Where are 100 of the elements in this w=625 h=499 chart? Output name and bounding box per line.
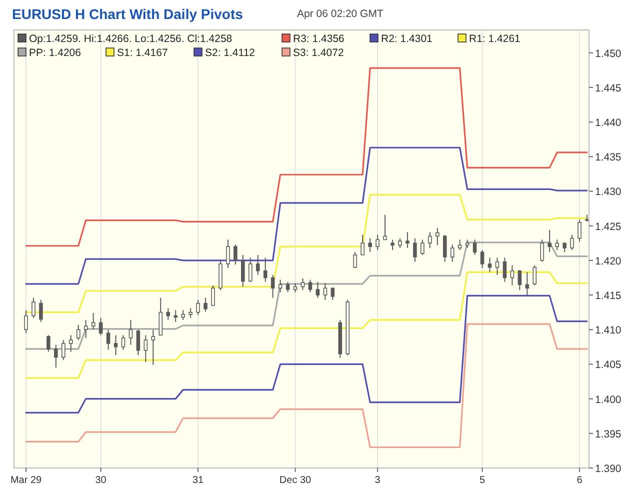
candlestick xyxy=(106,329,110,350)
legend-label: S3: 1.4072 xyxy=(293,47,344,59)
y-tick-label: 1.445 xyxy=(595,82,622,94)
x-tick-label: 3 xyxy=(374,475,381,486)
candlestick xyxy=(376,234,380,251)
chart-subtitle: Apr 06 02:20 GMT xyxy=(297,8,384,20)
candlestick xyxy=(578,219,582,242)
y-tick-label: 1.415 xyxy=(595,290,622,302)
candlestick xyxy=(241,254,245,288)
candlestick xyxy=(532,264,537,286)
y-tick-label: 1.450 xyxy=(595,48,622,60)
candlestick xyxy=(458,239,462,251)
candlestick xyxy=(62,339,66,361)
candlestick xyxy=(151,329,156,366)
candlestick xyxy=(174,310,178,322)
candlestick xyxy=(442,234,447,262)
candlestick xyxy=(234,244,238,266)
x-tick-label: 5 xyxy=(480,475,486,486)
candlestick xyxy=(480,250,484,269)
candlestick xyxy=(54,344,58,368)
candlestick xyxy=(540,239,544,262)
legend-label: R1: 1.4261 xyxy=(469,33,521,45)
candlestick xyxy=(548,229,552,253)
candlestick xyxy=(166,308,170,320)
line-series xyxy=(25,146,588,285)
x-tick-label: 31 xyxy=(192,475,204,486)
line-series xyxy=(25,67,588,247)
candlestick xyxy=(488,257,492,273)
candlestick xyxy=(98,317,103,336)
candlestick xyxy=(570,234,574,251)
candlestick xyxy=(525,272,530,296)
y-tick-label: 1.425 xyxy=(595,220,622,233)
candlestick xyxy=(510,264,514,286)
candlestick xyxy=(68,334,73,352)
y-tick-label: 1.410 xyxy=(595,324,622,337)
legend-label: PP: 1.4206 xyxy=(29,47,82,59)
candlestick xyxy=(32,297,36,318)
candlestick xyxy=(263,257,268,282)
candlestick xyxy=(256,254,260,276)
candlestick xyxy=(91,312,96,330)
candlestick xyxy=(46,334,50,352)
y-tick-label: 1.420 xyxy=(595,255,622,268)
y-tick-label: 1.405 xyxy=(595,359,622,372)
candlestick xyxy=(196,299,200,316)
candlestick xyxy=(226,239,230,269)
candlestick xyxy=(114,334,118,356)
y-tick-label: 1.435 xyxy=(595,152,622,164)
candlestick xyxy=(330,288,335,300)
legend-label: S2: 1.4112 xyxy=(205,47,256,59)
y-tick-label: 1.400 xyxy=(595,394,622,406)
x-tick-label: 30 xyxy=(95,475,107,486)
y-tick-label: 1.440 xyxy=(595,117,622,130)
candlestick xyxy=(360,234,364,256)
candlestick xyxy=(398,238,402,248)
line-series xyxy=(25,294,588,414)
y-tick-label: 1.395 xyxy=(595,428,622,440)
x-tick-label: 6 xyxy=(576,475,583,486)
candlestick xyxy=(518,270,522,291)
candlestick xyxy=(158,297,163,336)
candlestick xyxy=(323,282,328,300)
candlestick xyxy=(308,279,312,293)
candlestick xyxy=(270,274,275,298)
legend-label: R2: 1.4301 xyxy=(381,33,433,45)
candlestick xyxy=(300,278,305,291)
candlestick xyxy=(84,319,88,338)
candlestick xyxy=(128,319,133,346)
x-tick-label: Dec 30 xyxy=(279,475,312,486)
legend-label: R3: 1.4356 xyxy=(293,33,345,45)
candlestick xyxy=(368,238,372,253)
x-tick-label: Mar 29 xyxy=(10,475,42,486)
candlestick xyxy=(211,284,215,306)
candlestick xyxy=(144,334,148,363)
candlestick xyxy=(121,334,126,350)
candlestick xyxy=(383,214,387,240)
candlestick xyxy=(248,257,252,282)
candlestick xyxy=(428,232,432,248)
candlestick xyxy=(204,297,208,312)
candlestick xyxy=(413,238,417,262)
candlestick xyxy=(353,252,358,269)
candlestick xyxy=(406,232,410,248)
candlestick xyxy=(316,281,320,298)
candlestick xyxy=(286,281,290,293)
candlestick xyxy=(555,239,559,251)
legend-label: S1: 1.4167 xyxy=(117,47,168,59)
candlestick xyxy=(188,308,192,318)
candlestick xyxy=(278,279,282,293)
candlestick xyxy=(436,227,440,246)
candlestick xyxy=(136,329,140,356)
candlestick xyxy=(502,257,507,282)
line-series xyxy=(25,323,588,448)
candlestick xyxy=(24,310,28,334)
y-tick-label: 1.390 xyxy=(595,463,622,475)
candlestick xyxy=(181,310,185,320)
legend-label: Op:1.4259. Hi:1.4266. Lo:1.4256. Cl:1.4258 xyxy=(29,33,232,45)
candlestick xyxy=(390,239,394,251)
y-tick-label: 1.430 xyxy=(595,186,622,198)
candlestick xyxy=(472,239,477,256)
candlestick xyxy=(420,239,424,256)
chart-title: EURUSD H Chart With Daily Pivots xyxy=(12,6,244,22)
candlestick xyxy=(450,244,454,262)
